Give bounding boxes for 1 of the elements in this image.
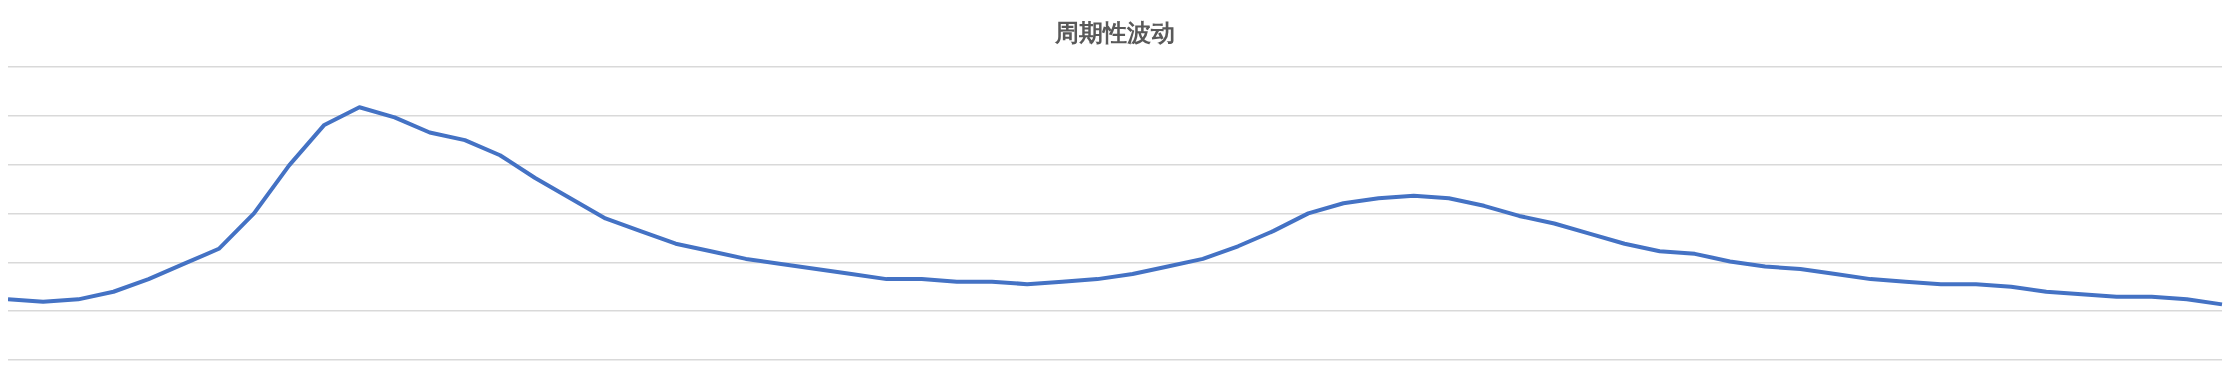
chart-title: 周期性波动 (1054, 18, 1175, 47)
